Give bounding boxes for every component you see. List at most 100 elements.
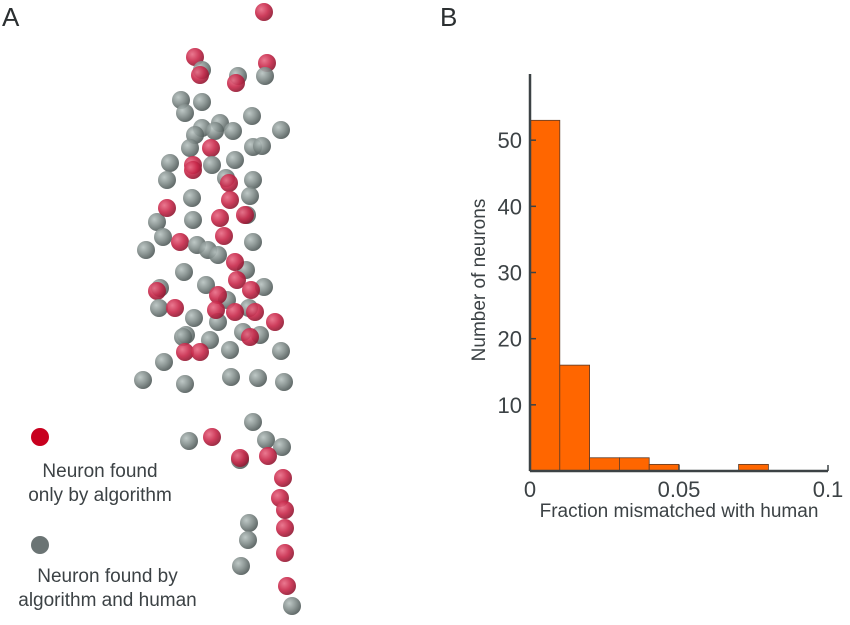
neuron-algorithm-only [274, 469, 292, 487]
neuron-algorithm-only [184, 161, 202, 179]
neuron-algorithm-and-human [273, 438, 291, 456]
neuron-algorithm-only [241, 328, 259, 346]
neuron-algorithm-and-human [201, 331, 219, 349]
neuron-algorithm-and-human [206, 122, 224, 140]
neuron-algorithm-and-human [241, 187, 259, 205]
neuron-algorithm-only [242, 281, 260, 299]
neuron-algorithm-only [207, 301, 225, 319]
neuron-algorithm-and-human [239, 531, 257, 549]
neuron-algorithm-and-human [222, 368, 240, 386]
y-tick-label: 50 [498, 128, 522, 153]
neuron-algorithm-and-human [148, 213, 166, 231]
neuron-algorithm-only [266, 313, 284, 331]
neuron-algorithm-only [259, 447, 277, 465]
neuron-algorithm-only [246, 303, 264, 321]
neuron-algorithm-only [166, 299, 184, 317]
neuron-algorithm-and-human [137, 241, 155, 259]
neuron-algorithm-and-human [272, 121, 290, 139]
histogram-bar [619, 457, 650, 472]
legend-swatch-algorithm-and-human [31, 536, 49, 554]
legend-line: Neuron found [42, 461, 158, 482]
neuron-algorithm-only [278, 577, 296, 595]
x-axis-label: Fraction mismatched with human [540, 501, 819, 522]
neuron-algorithm-and-human [176, 375, 194, 393]
neuron-algorithm-only [202, 139, 220, 157]
histogram-bar [559, 364, 590, 472]
neuron-algorithm-only [215, 227, 233, 245]
legend-label-algorithm-only: Neuron found only by algorithm [0, 460, 200, 508]
neuron-algorithm-and-human [256, 67, 274, 85]
y-tick-label: 30 [498, 261, 522, 286]
neuron-algorithm-only [191, 66, 209, 84]
neuron-algorithm-and-human [185, 309, 203, 327]
y-axis-label: Number of neurons [469, 199, 490, 362]
neuron-algorithm-only [148, 282, 166, 300]
neuron-algorithm-and-human [240, 514, 258, 532]
neuron-algorithm-only [226, 253, 244, 271]
neuron-algorithm-only [209, 286, 227, 304]
neuron-algorithm-and-human [244, 233, 262, 251]
x-tick-label: 0 [524, 477, 536, 502]
neuron-algorithm-and-human [175, 263, 193, 281]
neuron-algorithm-and-human [184, 211, 202, 229]
neuron-algorithm-only [231, 449, 249, 467]
neuron-algorithm-and-human [174, 328, 192, 346]
neuron-algorithm-and-human [161, 154, 179, 172]
legend-line: Neuron found by [37, 566, 178, 587]
neuron-algorithm-only [227, 74, 245, 92]
neuron-algorithm-and-human [183, 189, 201, 207]
neuron-algorithm-and-human [272, 342, 290, 360]
neuron-algorithm-and-human [244, 171, 262, 189]
neuron-algorithm-and-human [209, 246, 227, 264]
y-tick-label: 10 [498, 393, 522, 418]
neuron-algorithm-only [276, 544, 294, 562]
histogram-bar [589, 457, 620, 472]
legend-label-algorithm-and-human: Neuron found by algorithm and human [0, 565, 215, 613]
neuron-algorithm-and-human [221, 341, 239, 359]
neuron-algorithm-and-human [226, 151, 244, 169]
neuron-algorithm-and-human [253, 137, 271, 155]
neuron-algorithm-only [228, 271, 246, 289]
panel-a-label: A [2, 2, 20, 32]
neuron-algorithm-and-human [180, 432, 198, 450]
neuron-algorithm-and-human [176, 104, 194, 122]
x-tick-label: 0.05 [658, 477, 701, 502]
neuron-algorithm-and-human [193, 93, 211, 111]
legend-swatch-algorithm-only [31, 428, 49, 446]
neuron-algorithm-only [221, 191, 239, 209]
legend-line: algorithm and human [18, 590, 197, 611]
neuron-algorithm-only [276, 501, 294, 519]
histogram-bar [529, 119, 561, 472]
neuron-algorithm-and-human [243, 107, 261, 125]
neuron-algorithm-and-human [203, 156, 221, 174]
y-tick-label: 40 [498, 194, 522, 219]
neuron-algorithm-and-human [158, 171, 176, 189]
neuron-algorithm-and-human [150, 299, 168, 317]
neuron-algorithm-and-human [283, 597, 301, 615]
neuron-algorithm-only [211, 209, 229, 227]
neuron-algorithm-only [203, 428, 221, 446]
neuron-algorithm-and-human [224, 122, 242, 140]
neuron-algorithm-and-human [232, 557, 250, 575]
neuron-algorithm-only [176, 343, 194, 361]
neuron-algorithm-only [226, 303, 244, 321]
neuron-algorithm-only [220, 174, 238, 192]
neuron-algorithm-only [171, 233, 189, 251]
panel-b-label: B [440, 2, 458, 32]
neuron-algorithm-only [191, 343, 209, 361]
neuron-algorithm-and-human [244, 413, 262, 431]
neuron-algorithm-only [236, 206, 254, 224]
x-tick-label: 0.1 [813, 477, 844, 502]
neuron-algorithm-only [276, 519, 294, 537]
neuron-algorithm-only [158, 199, 176, 217]
neuron-algorithm-and-human [275, 373, 293, 391]
neuron-algorithm-and-human [154, 228, 172, 246]
legend-line: only by algorithm [28, 485, 172, 506]
neuron-algorithm-and-human [181, 139, 199, 157]
neuron-algorithm-and-human [134, 371, 152, 389]
neuron-algorithm-and-human [155, 353, 173, 371]
y-tick-label: 20 [498, 327, 522, 352]
neuron-algorithm-only [255, 3, 273, 21]
